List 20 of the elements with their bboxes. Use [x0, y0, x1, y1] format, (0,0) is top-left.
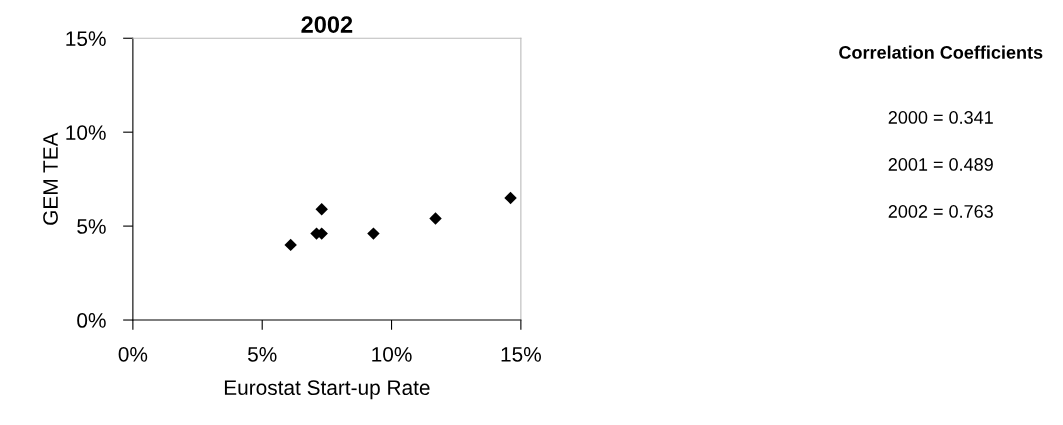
x-tick-label: 15% — [501, 347, 541, 362]
text: 2001 = 0.489 — [888, 158, 993, 171]
x-axis-title: Eurostat Start-up Rate — [224, 380, 430, 400]
point — [284, 238, 297, 252]
y-tick-label: 0% — [77, 313, 106, 328]
x-tick-label: 10% — [372, 346, 412, 362]
point — [429, 212, 442, 225]
text: 2000 = 0.341 — [888, 111, 993, 124]
point — [504, 191, 517, 205]
text: 2002 = 0.763 — [888, 205, 993, 218]
point — [367, 227, 380, 240]
x-tick-label: 0% — [118, 346, 148, 362]
x-tick-label: 5% — [247, 347, 277, 362]
y-tick-label: 10% — [66, 125, 106, 140]
text: Correlation Coefficients — [839, 45, 1043, 59]
y-axis-title: GEM TEA — [43, 132, 58, 225]
y-tick-label: 15% — [66, 31, 106, 46]
chart-title: 2002 — [301, 16, 353, 33]
y-tick-label: 5% — [77, 219, 106, 234]
point — [315, 202, 328, 216]
